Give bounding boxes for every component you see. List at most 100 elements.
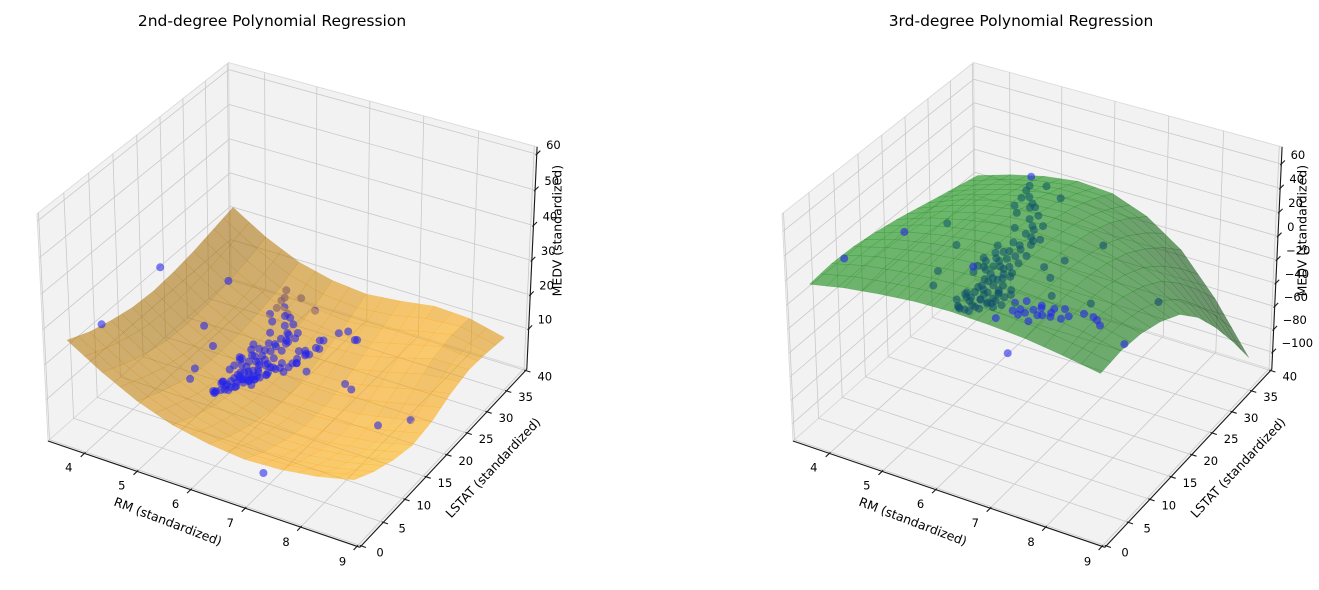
surface-patch: [1180, 268, 1207, 295]
surface-patch: [403, 419, 433, 434]
scatter-point: [293, 354, 302, 363]
scatter-point: [1089, 313, 1098, 322]
scatter-point: [1061, 305, 1069, 314]
scatter-point: [1027, 172, 1036, 181]
surface-and-scatter: [808, 172, 1249, 374]
scatter-point: [1120, 340, 1129, 349]
surface-patch: [1206, 293, 1233, 329]
scatter-point: [291, 334, 300, 343]
scatter-point: [319, 336, 328, 345]
z-tick-label: −20: [1286, 244, 1310, 258]
x-tick-label: 6: [917, 497, 924, 511]
z-tick-label: 20: [1288, 196, 1303, 210]
y-tick-label: 10: [1161, 499, 1176, 513]
scatter-point: [1080, 309, 1088, 318]
scatter-point: [225, 365, 234, 374]
scatter-point: [350, 336, 359, 344]
y-tick-label: 0: [1121, 545, 1128, 559]
z-axis-line: [526, 146, 538, 370]
y-tick-label: 35: [1263, 390, 1278, 404]
scatter-point: [347, 385, 356, 394]
scatter-point: [190, 364, 199, 373]
z-axis-title: MEDV (standardized): [549, 165, 564, 296]
y-tick-label: 20: [458, 454, 473, 468]
scatter-point: [268, 317, 277, 326]
y-tick-label: 20: [1203, 454, 1218, 468]
surface-patch: [335, 473, 365, 481]
x-tick-label: 7: [972, 516, 979, 530]
z-tick-label: −100: [1282, 336, 1314, 350]
x-tick-label: 4: [810, 461, 817, 475]
scatter-point: [1064, 312, 1073, 321]
y-axis-line: [1104, 368, 1273, 548]
scatter-point: [1022, 297, 1031, 306]
x-tick-label: 9: [339, 555, 346, 569]
scatter-point: [255, 344, 264, 353]
z-tick-label: −80: [1283, 313, 1307, 327]
z-tick-label: −60: [1284, 290, 1308, 304]
surface-patch: [374, 450, 404, 461]
surface-patch: [1170, 282, 1199, 306]
x-axis-line: [792, 440, 1106, 548]
z-tick-label: 60: [1291, 148, 1306, 162]
x-axis-title: RM (standardized): [112, 494, 224, 549]
scatter-point: [271, 342, 280, 351]
scatter-point: [209, 342, 217, 350]
scatter-point: [259, 469, 268, 477]
plot-title: 3rd-degree Polynomial Regression: [889, 12, 1154, 30]
scatter-point: [991, 314, 1000, 323]
z-tick-label: 20: [539, 279, 554, 293]
scatter-point: [280, 321, 289, 330]
surface-patch: [469, 335, 497, 353]
y-tick-label: 40: [537, 369, 552, 383]
scatter-point: [1038, 311, 1047, 320]
x-tick-label: 4: [65, 461, 72, 475]
scatter-point: [277, 346, 286, 355]
scatter-point: [269, 363, 278, 372]
scatter-point: [374, 421, 382, 430]
y-tick-label: 25: [479, 432, 494, 446]
z-axis-line: [1271, 146, 1283, 370]
axes-group: [47, 146, 541, 551]
scatter-point: [156, 263, 165, 272]
scatter-point: [1003, 349, 1012, 358]
x-tick-label: 8: [1027, 535, 1034, 549]
plot-3rd-degree: 4 5 6 7 8 9 0 5 10 15 20 25 30 35 40 −100 −80 −60 −40 −20 0 2…: [781, 12, 1314, 569]
y-tick-label: 10: [416, 499, 431, 513]
y-axis-line: [359, 368, 528, 548]
y-tick-label: 30: [499, 411, 514, 425]
surface-patch: [1189, 271, 1216, 299]
surface-patch: [477, 327, 505, 346]
z-tick-label: −40: [1285, 267, 1309, 281]
surface-patch: [1170, 299, 1199, 318]
y-tick-label: 30: [1244, 411, 1259, 425]
z-tick-label: 40: [1289, 172, 1304, 186]
x-tick-label: 9: [1084, 555, 1091, 569]
scatter-point: [334, 329, 343, 338]
scatter-point: [220, 385, 229, 394]
surface-patch: [450, 353, 479, 370]
y-tick-label: 5: [1144, 522, 1151, 536]
z-tick-label: 40: [543, 209, 558, 223]
surface-patch: [441, 363, 470, 382]
z-tick-label: 10: [538, 313, 553, 327]
scatter-point: [1024, 317, 1033, 326]
scatter-point: [247, 381, 256, 389]
scatter-point: [900, 227, 909, 236]
scatter-point: [264, 339, 273, 348]
scatter-point: [266, 328, 275, 337]
scatter-point: [231, 383, 239, 391]
surface-and-scatter: [66, 206, 505, 481]
z-axis-title: MEDV (standardized): [1294, 165, 1309, 296]
scatter-point: [281, 312, 289, 320]
tick-labels: 4 5 6 7 8 9 0 5 10 15 20 25 30 35 40 10 20 30 40 50 60: [65, 138, 561, 568]
surface-patch: [1141, 304, 1171, 323]
surface-patch: [1151, 300, 1181, 319]
scatter-point: [269, 354, 278, 363]
scatter-point: [282, 339, 290, 348]
y-tick-label: 35: [518, 390, 533, 404]
x-tick-label: 7: [227, 516, 234, 530]
scatter-point: [97, 320, 106, 329]
x-tick-label: 6: [172, 497, 179, 511]
